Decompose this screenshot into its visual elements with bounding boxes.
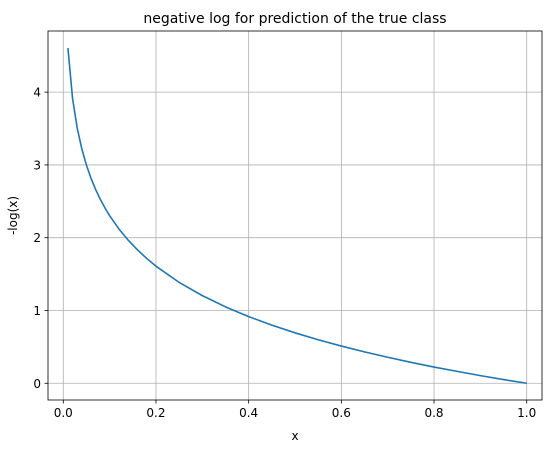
x-tick-label: 0.4 xyxy=(239,406,258,420)
y-tick-label: 4 xyxy=(33,86,41,100)
grid xyxy=(48,31,542,400)
ticks: 0.0 0.2 0.4 0.6 0.8 1.0 0 1 2 3 4 xyxy=(33,86,536,420)
y-tick-label: 2 xyxy=(33,231,41,245)
x-tick-label: 1.0 xyxy=(517,406,536,420)
chart-title: negative log for prediction of the true … xyxy=(143,11,446,27)
x-tick-label: 0.2 xyxy=(146,406,165,420)
plot-lines xyxy=(67,48,527,385)
plot-frame xyxy=(47,30,543,401)
y-tick-label: 0 xyxy=(33,377,41,391)
x-tick-label: 0.0 xyxy=(54,406,73,420)
y-axis-label: -log(x) xyxy=(6,196,20,235)
x-tick-label: 0.8 xyxy=(424,406,443,420)
y-tick-label: 3 xyxy=(33,158,41,172)
y-tick-label: 1 xyxy=(33,304,41,318)
x-axis-label: x xyxy=(291,429,298,443)
series-line xyxy=(67,48,527,385)
x-tick-label: 0.6 xyxy=(332,406,351,420)
